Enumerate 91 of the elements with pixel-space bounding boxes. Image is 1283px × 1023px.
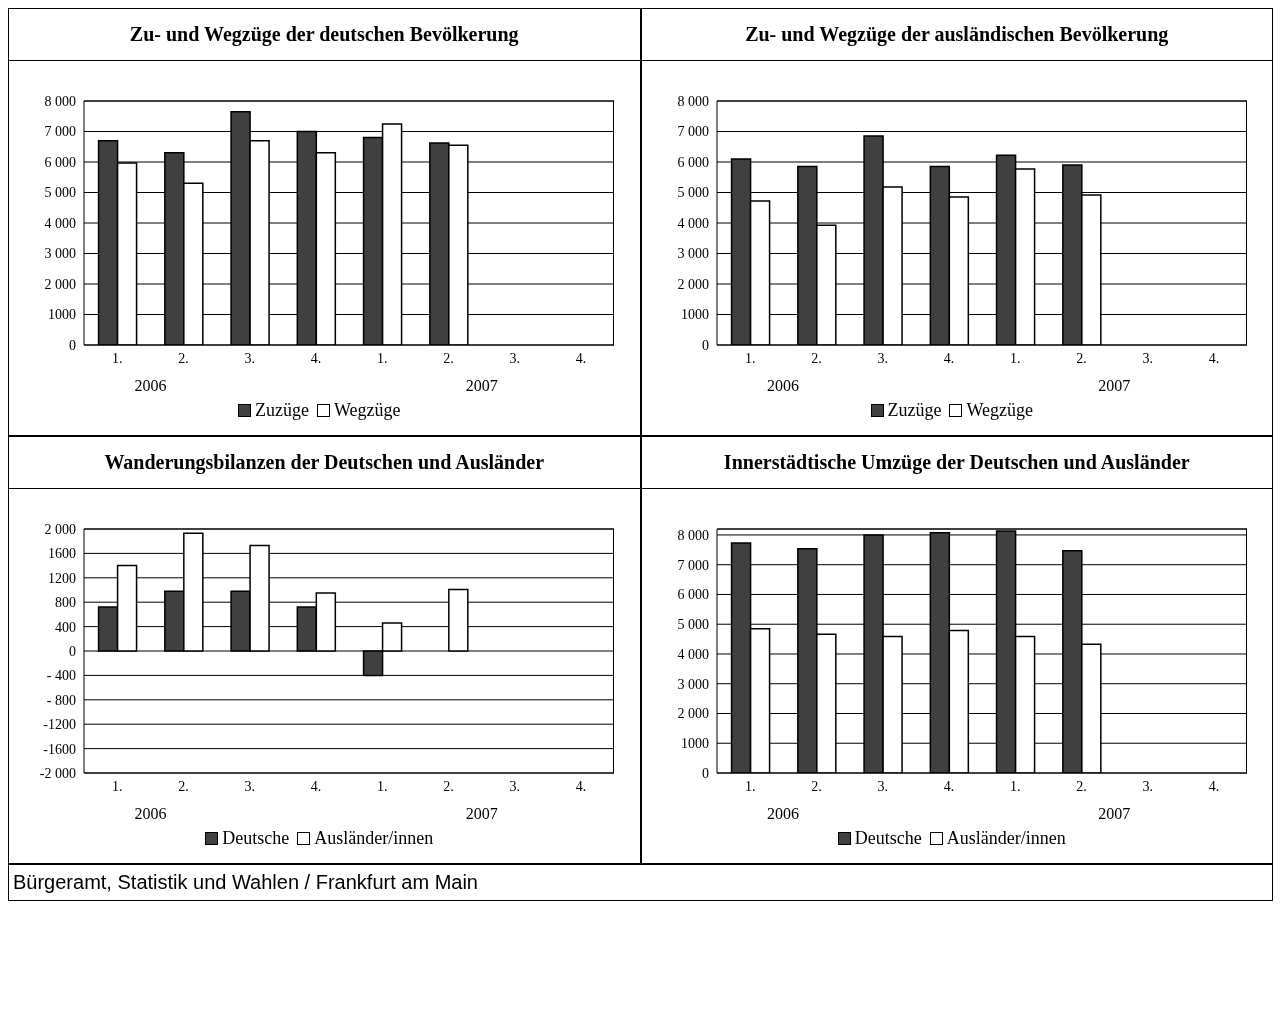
x-tick-label: 1. (377, 350, 388, 366)
chart-title: Innerstädtische Umzüge der Deutschen und Ausländer (641, 437, 1272, 489)
x-tick-label: 1. (1009, 778, 1021, 794)
y-tick-label: 8 000 (44, 93, 77, 109)
x-tick-label: 3. (1142, 778, 1153, 794)
y-tick-label: 3 000 (677, 246, 709, 262)
y-tick-label: 6 000 (677, 154, 709, 170)
text: 2006 (133, 805, 168, 823)
y-tick-label: 1000 (48, 307, 77, 323)
x-tick-label: 2. (1075, 778, 1087, 794)
y-tick-label: 8 000 (677, 527, 709, 543)
y-tick-label: 1600 (48, 546, 77, 562)
text: 2007 (1097, 805, 1132, 823)
x-tick-label: 3. (1142, 350, 1153, 366)
y-tick-label: 4 000 (677, 215, 709, 231)
y-tick-label: 800 (55, 595, 77, 611)
y-tick-label: 400 (55, 619, 77, 635)
text: 2007 (1097, 377, 1132, 395)
legend-label: Ausländer/innen (313, 828, 434, 849)
x-tick-label: 2. (178, 778, 189, 794)
x-tick-label: 3. (877, 778, 888, 794)
x-tick-label: 2. (443, 350, 454, 366)
x-tick-label: 1. (1009, 350, 1021, 366)
legend-label: Wegzüge (333, 400, 401, 421)
y-tick-label: 0 (69, 337, 77, 353)
y-tick-label: 0 (701, 337, 709, 353)
y-tick-label: 3 000 (677, 676, 709, 692)
y-tick-label: 2 000 (677, 276, 709, 292)
x-tick-label: 3. (244, 350, 256, 366)
y-tick-label: 4 000 (677, 646, 709, 662)
text: 2007 (464, 805, 499, 823)
x-tick-label: 4. (575, 778, 587, 794)
legend-label: Deutsche (221, 828, 290, 849)
legend-label: Zuzüge (886, 400, 942, 421)
legend-label: Deutsche (853, 828, 922, 849)
y-tick-label: -2 000 (40, 765, 77, 781)
y-tick-label: 7 000 (44, 124, 77, 140)
y-tick-label: -1600 (43, 741, 77, 757)
y-tick-label: 4 000 (44, 215, 77, 231)
y-tick-label: 6 000 (677, 587, 709, 603)
chart-title: Zu- und Wegzüge der deutschen Bevölkerung (9, 9, 640, 61)
y-tick-label: - 400 (47, 668, 77, 684)
x-tick-label: 4. (1208, 778, 1219, 794)
x-tick-label: 2. (810, 778, 822, 794)
y-tick-label: -1200 (43, 717, 77, 733)
text: 2007 (464, 377, 499, 395)
x-tick-label: 2. (178, 350, 189, 366)
y-tick-label: 1000 (680, 736, 709, 752)
y-tick-label: 5 000 (677, 185, 709, 201)
y-tick-label: 1000 (680, 307, 709, 323)
chart-title: Wanderungsbilanzen der Deutschen und Ausländer (9, 437, 640, 489)
x-tick-label: 4. (575, 350, 587, 366)
y-tick-label: 0 (69, 643, 77, 659)
x-tick-label: 3. (509, 778, 521, 794)
x-tick-label: 3. (244, 778, 256, 794)
x-tick-label: 3. (877, 350, 888, 366)
text: 2006 (766, 805, 800, 823)
legend-label: Wegzüge (965, 400, 1033, 421)
x-tick-label: 4. (943, 350, 954, 366)
y-tick-label: 1200 (48, 570, 77, 586)
y-tick-label: 5 000 (677, 617, 709, 633)
x-tick-label: 4. (310, 350, 322, 366)
x-tick-label: 1. (377, 778, 388, 794)
x-tick-label: 1. (112, 778, 123, 794)
y-tick-label: 0 (701, 765, 709, 781)
y-tick-label: 5 000 (44, 185, 77, 201)
text: 2006 (766, 377, 800, 395)
x-tick-label: 1. (112, 350, 123, 366)
y-tick-label: 2 000 (44, 276, 77, 292)
chart-title: Zu- und Wegzüge der ausländischen Bevölkerung (641, 9, 1272, 61)
y-tick-label: 2 000 (677, 706, 709, 722)
y-tick-label: 6 000 (44, 154, 77, 170)
x-tick-label: 4. (1208, 350, 1219, 366)
x-tick-label: 1. (744, 350, 756, 366)
x-tick-label: 2. (1075, 350, 1087, 366)
x-tick-label: 4. (943, 778, 954, 794)
y-tick-label: 3 000 (44, 246, 77, 262)
text: 2006 (133, 377, 168, 395)
y-tick-label: 2 000 (44, 521, 77, 537)
y-tick-label: 7 000 (677, 124, 709, 140)
x-tick-label: 1. (744, 778, 756, 794)
legend-label: Ausländer/innen (945, 828, 1066, 849)
y-tick-label: - 800 (47, 692, 77, 708)
y-tick-label: 8 000 (677, 93, 709, 109)
y-tick-label: 7 000 (677, 557, 709, 573)
x-tick-label: 2. (443, 778, 454, 794)
x-tick-label: 2. (810, 350, 822, 366)
text: Bürgeramt, Statistik und Wahlen / Frankfurt am Main (13, 871, 479, 894)
x-tick-label: 3. (509, 350, 521, 366)
legend-label: Zuzüge (254, 400, 309, 421)
x-tick-label: 4. (310, 778, 322, 794)
